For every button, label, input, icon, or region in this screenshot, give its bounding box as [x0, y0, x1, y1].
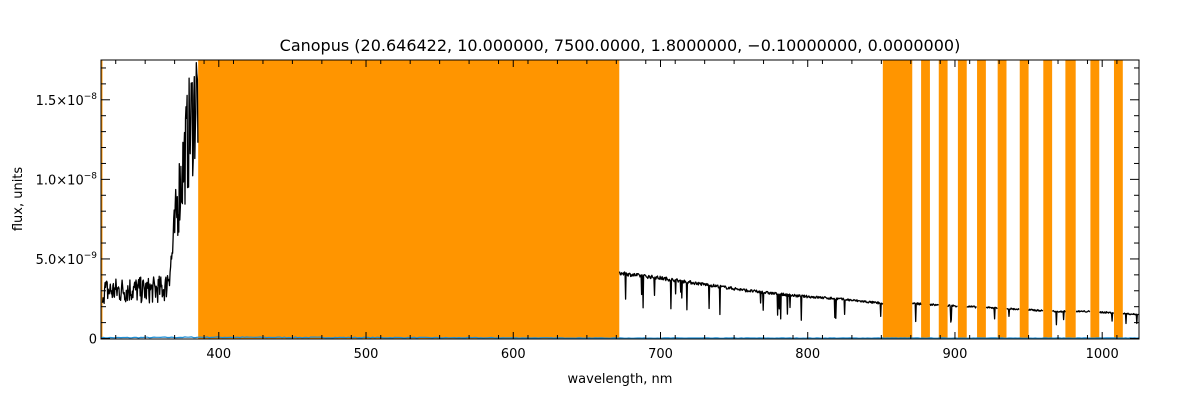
masked-region-10: [1065, 60, 1076, 339]
flux-segment-1: [618, 271, 884, 321]
chart-title: Canopus (20.646422, 10.000000, 7500.0000…: [280, 36, 961, 55]
flux-segment-9: [1051, 309, 1066, 326]
y-tick-label: 5.0×10−9: [36, 251, 98, 268]
flux-segment-6: [985, 306, 998, 320]
flux-segment-10: [1075, 310, 1091, 313]
x-axis-label: wavelength, nm: [568, 372, 673, 387]
x-tick-label: 500: [354, 347, 379, 362]
flux-segment-0: [101, 62, 199, 304]
error-series: [100, 336, 1140, 339]
masked-region-11: [1090, 60, 1100, 339]
plot-frame: [100, 59, 1140, 340]
masked-region-2: [882, 60, 913, 339]
flux-segment-2: [911, 302, 922, 323]
y-tick-label: 0: [89, 333, 97, 348]
x-tick-label: 900: [943, 347, 968, 362]
x-axis-ticks: 400 500 600 700 800 900 1000: [115, 60, 1119, 362]
flux-segment-7: [1006, 307, 1020, 317]
x-tick-label: 700: [648, 347, 673, 362]
masked-region-8: [1019, 60, 1029, 339]
y-axis-ticks: 0 5.0×10−9 1.0×10−8 1.5×10−8: [36, 67, 1139, 348]
masked-region-3: [921, 60, 930, 339]
x-tick-label: 400: [206, 347, 231, 362]
x-tick-label: 1000: [1086, 347, 1119, 362]
masked-regions: [101, 60, 1123, 339]
flux-segment-12: [1122, 312, 1139, 325]
x-tick-label: 800: [795, 347, 820, 362]
masked-region-9: [1043, 60, 1053, 339]
masked-region-4: [938, 60, 948, 339]
masked-region-6: [977, 60, 986, 339]
masked-region-7: [997, 60, 1007, 339]
flux-segment-8: [1028, 308, 1044, 312]
flux-segment-11: [1099, 311, 1115, 322]
flux-segment-3: [929, 303, 939, 307]
x-tick-label: 600: [501, 347, 526, 362]
error-line: [100, 336, 1140, 339]
y-tick-label: 1.5×10−8: [36, 92, 98, 109]
masked-region-1: [198, 60, 620, 339]
masked-region-12: [1113, 60, 1123, 339]
y-axis-label: flux, units: [11, 167, 26, 232]
masked-region-0: [101, 60, 103, 339]
flux-segment-5: [966, 305, 977, 309]
masked-region-5: [957, 60, 967, 339]
y-tick-label: 1.0×10−8: [36, 171, 98, 188]
flux-segment-4: [947, 304, 958, 323]
flux-series: [101, 62, 1139, 326]
